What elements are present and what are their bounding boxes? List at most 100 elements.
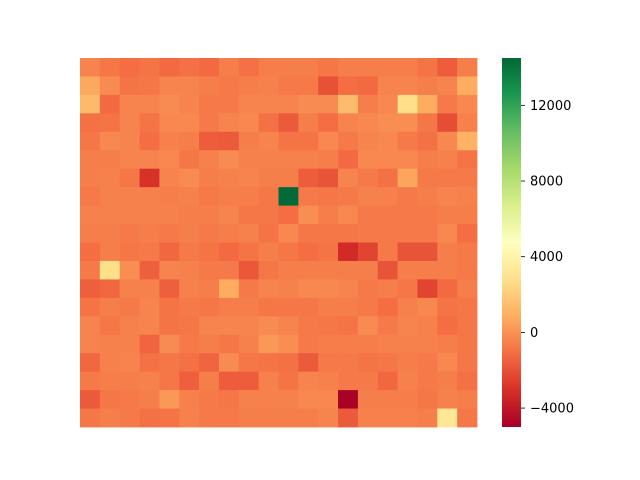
heatmap-cell — [338, 316, 359, 336]
heatmap-cell — [377, 279, 398, 299]
heatmap-cell — [199, 131, 220, 151]
heatmap-cell — [278, 131, 299, 151]
heatmap-cell — [298, 279, 319, 299]
heatmap-cell — [437, 279, 458, 299]
heatmap-cell — [199, 297, 220, 317]
heatmap-cell — [199, 390, 220, 409]
heatmap-cell — [199, 58, 220, 77]
heatmap-cell — [80, 168, 101, 188]
heatmap-cell — [397, 58, 418, 77]
heatmap-cell — [238, 94, 260, 114]
heatmap-cell — [238, 131, 260, 151]
heatmap-cell — [377, 187, 398, 206]
heatmap-cell — [80, 297, 101, 317]
heatmap-cell — [377, 390, 398, 409]
heatmap-cell — [99, 187, 121, 206]
heatmap-cell — [99, 76, 121, 96]
heatmap-cell — [159, 187, 180, 206]
heatmap-cell — [357, 187, 379, 206]
heatmap-cell — [318, 353, 339, 373]
heatmap-grid — [80, 58, 478, 428]
colorbar-ticks: −4000 0 4000 8000 12000 — [521, 99, 574, 417]
heatmap-cell — [417, 58, 438, 77]
heatmap-cell — [179, 316, 200, 336]
heatmap-cell — [238, 224, 260, 243]
heatmap-cell — [80, 205, 101, 225]
heatmap-cell — [119, 279, 140, 299]
heatmap-cell — [179, 408, 200, 428]
heatmap-cell — [338, 279, 359, 299]
heatmap-cell — [457, 76, 478, 96]
heatmap-cell — [218, 242, 240, 262]
heatmap-cell — [159, 242, 180, 262]
heatmap-cell — [397, 353, 418, 373]
heatmap-cell — [159, 408, 180, 428]
heatmap-cell — [338, 242, 359, 262]
heatmap-cell — [80, 131, 101, 151]
heatmap-cell — [298, 242, 319, 262]
heatmap-cell — [437, 371, 458, 391]
heatmap-cell — [119, 316, 140, 336]
heatmap-cell — [218, 94, 240, 114]
heatmap-cell — [238, 371, 260, 391]
colorbar — [502, 58, 521, 427]
heatmap-cell — [179, 260, 200, 280]
heatmap-cell — [238, 242, 260, 262]
heatmap-cell — [119, 76, 140, 96]
heatmap-cell — [417, 205, 438, 225]
heatmap-cell — [318, 94, 339, 114]
heatmap-cell — [179, 113, 200, 133]
heatmap-cell — [377, 260, 398, 280]
heatmap-cell — [397, 279, 418, 299]
heatmap-cell — [417, 408, 438, 428]
heatmap-cell — [278, 242, 299, 262]
heatmap-cell — [139, 131, 160, 151]
heatmap-cell — [338, 76, 359, 96]
heatmap-cell — [99, 224, 121, 243]
heatmap-cell — [397, 131, 418, 151]
heatmap-cell — [298, 150, 319, 170]
heatmap-cell — [278, 279, 299, 299]
heatmap-cell — [357, 260, 379, 280]
heatmap-cell — [338, 371, 359, 391]
heatmap-cell — [417, 334, 438, 354]
heatmap-cell — [80, 334, 101, 354]
heatmap-cell — [159, 316, 180, 336]
heatmap-cell — [338, 297, 359, 317]
colorbar-tick-label: 4000 — [530, 250, 563, 265]
heatmap-cell — [238, 353, 260, 373]
heatmap-cell — [437, 408, 458, 428]
heatmap-cell — [119, 334, 140, 354]
heatmap-cell — [119, 113, 140, 133]
heatmap-cell — [357, 131, 379, 151]
heatmap-cell — [318, 131, 339, 151]
heatmap-cell — [80, 279, 101, 299]
heatmap-cell — [318, 260, 339, 280]
heatmap-cell — [179, 187, 200, 206]
heatmap-cell — [139, 371, 160, 391]
heatmap-cell — [179, 242, 200, 262]
heatmap-cell — [318, 150, 339, 170]
heatmap-cell — [238, 279, 260, 299]
heatmap-cell — [457, 297, 478, 317]
heatmap-cell — [417, 390, 438, 409]
heatmap-cell — [199, 371, 220, 391]
heatmap-cell — [199, 113, 220, 133]
heatmap-cell — [397, 260, 418, 280]
heatmap-cell — [397, 297, 418, 317]
heatmap-cell — [119, 168, 140, 188]
heatmap-cell — [199, 150, 220, 170]
heatmap-cell — [298, 187, 319, 206]
heatmap-cell — [357, 408, 379, 428]
heatmap-cell — [179, 371, 200, 391]
heatmap-cell — [338, 168, 359, 188]
heatmap-cell — [258, 168, 279, 188]
heatmap-cell — [119, 371, 140, 391]
heatmap-cell — [139, 316, 160, 336]
heatmap-cell — [139, 150, 160, 170]
heatmap-cell — [417, 76, 438, 96]
heatmap-cell — [318, 205, 339, 225]
heatmap-cell — [199, 334, 220, 354]
heatmap-cell — [99, 297, 121, 317]
